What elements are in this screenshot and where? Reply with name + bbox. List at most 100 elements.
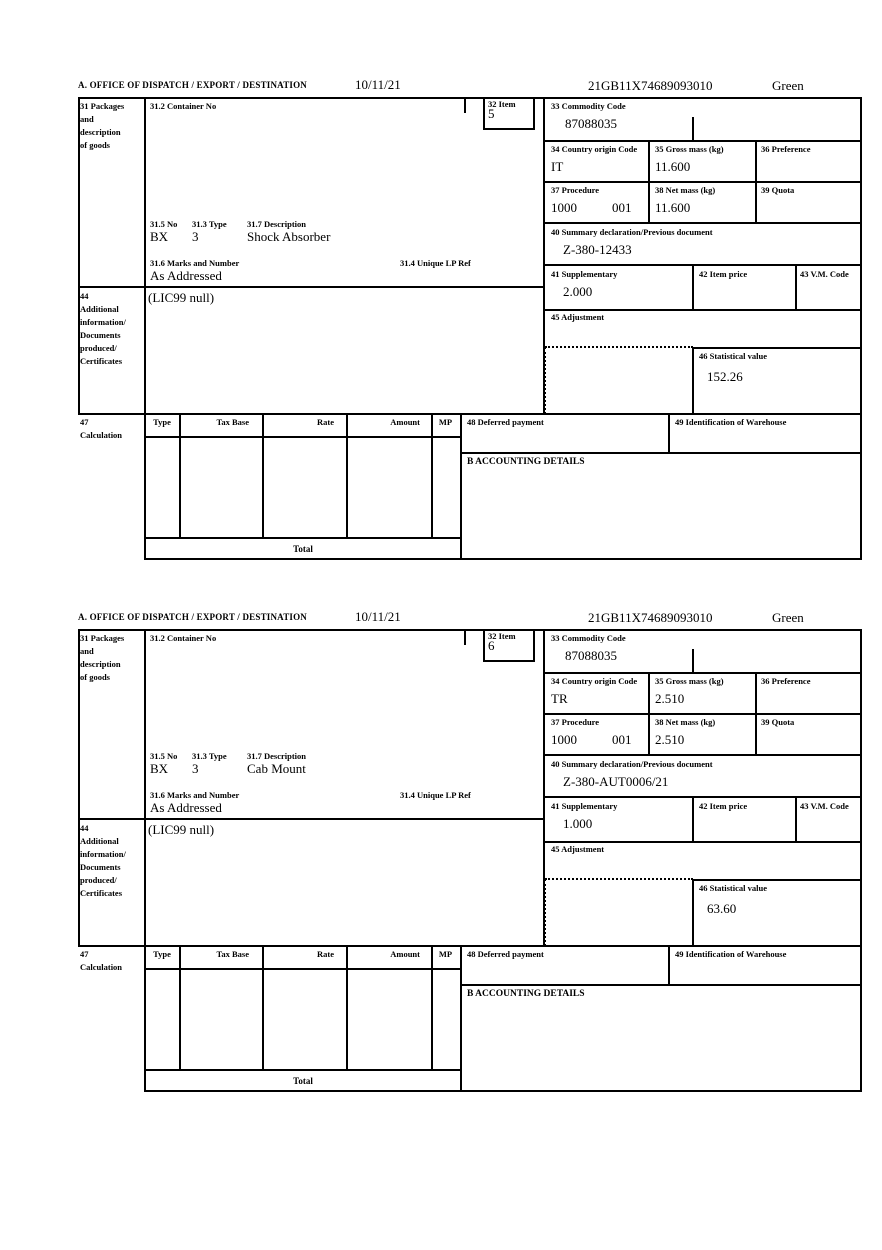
grid-line xyxy=(144,629,146,1092)
package-type-label: 31.3 Type xyxy=(192,751,227,761)
box31-label-line: of goods xyxy=(80,140,110,150)
grid-line xyxy=(144,97,146,560)
total-label: Total xyxy=(293,1076,313,1086)
box47-label-line: Calculation xyxy=(80,430,123,440)
grid-line xyxy=(460,413,462,560)
grid-line xyxy=(78,413,862,415)
declaration-item-section: A. OFFICE OF DISPATCH / EXPORT / DESTINA… xyxy=(0,0,882,565)
grid-line xyxy=(668,945,670,986)
box44-label-line: information/ xyxy=(80,849,126,859)
grid-line xyxy=(78,97,862,99)
grid-line xyxy=(543,140,862,142)
previous-document-value: Z-380-12433 xyxy=(563,242,632,257)
grid-line xyxy=(795,796,797,843)
previous-document-value: Z-380-AUT0006/21 xyxy=(563,774,669,789)
box44-label-line: produced/ xyxy=(80,343,117,353)
declaration-item-section: A. OFFICE OF DISPATCH / EXPORT / DESTINA… xyxy=(0,532,882,1097)
box44-label-line: 44 xyxy=(80,291,89,301)
calc-col-type: Type xyxy=(153,949,171,959)
procedure-value: 1000 xyxy=(551,200,577,215)
goods-description-label: 31.7 Description xyxy=(247,751,307,761)
grid-line xyxy=(692,796,694,843)
grid-line xyxy=(78,97,80,415)
grid-line xyxy=(648,672,650,756)
office-of-dispatch-title: A. OFFICE OF DISPATCH / EXPORT / DESTINA… xyxy=(78,612,308,622)
box44-label-line: produced/ xyxy=(80,875,117,885)
grid-line xyxy=(543,754,862,756)
additional-info-value: (LIC99 null) xyxy=(148,290,215,305)
box31-label-line: description xyxy=(80,127,121,137)
box44-label-line: Additional xyxy=(80,304,119,314)
grid-line xyxy=(543,264,862,266)
supplementary-label: 41 Supplementary xyxy=(551,801,618,811)
procedure-label: 37 Procedure xyxy=(551,717,600,727)
calc-col-amount: Amount xyxy=(390,949,420,959)
supplementary-value: 2.000 xyxy=(563,284,593,299)
box31-label-line: of goods xyxy=(80,672,110,682)
grid-line xyxy=(460,945,462,1092)
vm-code-label: 43 V.M. Code xyxy=(800,269,849,279)
package-no-value: BX xyxy=(150,229,169,244)
additional-info-value: (LIC99 null) xyxy=(148,822,215,837)
grid-line xyxy=(543,629,545,947)
country-origin-label: 34 Country origin Code xyxy=(551,676,638,686)
total-label: Total xyxy=(293,544,313,554)
statistical-value: 63.60 xyxy=(707,901,737,916)
box31-label-line: 31 Packages xyxy=(80,101,125,111)
calc-col-mp: MP xyxy=(438,417,453,427)
grid-line xyxy=(78,286,545,288)
item-label: 32 Item xyxy=(488,99,516,109)
grid-line xyxy=(145,1069,462,1071)
grid-line xyxy=(179,945,181,1071)
package-no-label: 31.5 No xyxy=(150,751,178,761)
grid-line xyxy=(346,945,348,1071)
box31-label-line: and xyxy=(80,114,94,124)
grid-line xyxy=(543,181,862,183)
gross-mass-value: 2.510 xyxy=(655,691,685,706)
grid-line xyxy=(145,537,462,539)
unique-lp-ref-label: 31.4 Unique LP Ref xyxy=(400,790,471,800)
grid-line xyxy=(346,413,348,539)
container-no-label: 31.2 Container No xyxy=(150,633,217,643)
vm-code-label: 43 V.M. Code xyxy=(800,801,849,811)
grid-line xyxy=(262,413,264,539)
calc-col-type: Type xyxy=(153,417,171,427)
office-of-dispatch-title: A. OFFICE OF DISPATCH / EXPORT / DESTINA… xyxy=(78,80,308,90)
grid-line xyxy=(145,968,462,970)
statistical-value-label: 46 Statistical value xyxy=(699,351,767,361)
preference-label: 36 Preference xyxy=(761,144,811,154)
calc-col-tax-base: Tax Base xyxy=(216,417,249,427)
grid-line xyxy=(78,945,862,947)
summary-declaration-label: 40 Summary declaration/Previous document xyxy=(551,227,713,237)
grid-line xyxy=(692,347,694,415)
marks-number-value: As Addressed xyxy=(150,268,222,283)
warehouse-id-label: 49 Identification of Warehouse xyxy=(675,949,787,959)
grid-line xyxy=(460,452,862,454)
accounting-details-label: B ACCOUNTING DETAILS xyxy=(467,457,585,467)
item-number-box: 32 Item 6 xyxy=(483,629,535,662)
calc-col-mp: MP xyxy=(438,949,453,959)
goods-description-value: Shock Absorber xyxy=(247,229,331,244)
grid-line xyxy=(668,413,670,454)
grid-line xyxy=(543,796,862,798)
procedure-value: 1000 xyxy=(551,732,577,747)
deferred-payment-label: 48 Deferred payment xyxy=(467,417,544,427)
grid-line xyxy=(692,117,694,142)
grid-line xyxy=(431,413,433,539)
grid-line xyxy=(145,558,862,560)
item-price-label: 42 Item price xyxy=(699,269,748,279)
calc-col-rate: Rate xyxy=(317,417,334,427)
goods-description-label: 31.7 Description xyxy=(247,219,307,229)
country-origin-label: 34 Country origin Code xyxy=(551,144,638,154)
package-type-value: 3 xyxy=(192,229,199,244)
grid-line xyxy=(179,413,181,539)
dotted-line xyxy=(544,879,546,946)
box44-label-line: Additional xyxy=(80,836,119,846)
procedure-value-2: 001 xyxy=(612,200,632,215)
box44-label-line: Documents xyxy=(80,862,121,872)
package-no-value: BX xyxy=(150,761,169,776)
preference-label: 36 Preference xyxy=(761,676,811,686)
movement-reference-number: 21GB11X74689093010 xyxy=(588,610,713,625)
movement-reference-number: 21GB11X74689093010 xyxy=(588,78,713,93)
quota-label: 39 Quota xyxy=(761,717,795,727)
